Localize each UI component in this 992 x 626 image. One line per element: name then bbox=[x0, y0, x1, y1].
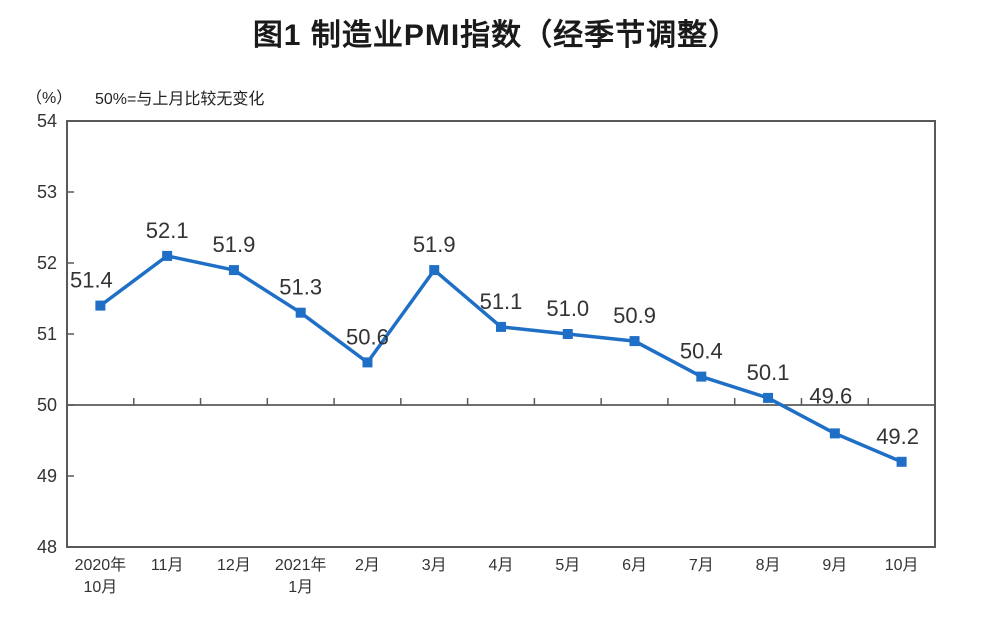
data-label: 50.1 bbox=[747, 360, 790, 385]
y-axis-tick-label: 52 bbox=[37, 253, 57, 273]
x-axis-tick-label: 6月 bbox=[622, 557, 647, 574]
data-label: 51.0 bbox=[546, 296, 589, 321]
x-axis-tick-label: 7月 bbox=[689, 557, 714, 574]
y-axis-tick-label: 49 bbox=[37, 466, 57, 486]
data-point bbox=[429, 265, 440, 276]
x-axis-tick-label: 8月 bbox=[756, 557, 781, 574]
pmi-series-line bbox=[98, 254, 904, 464]
data-label: 51.9 bbox=[413, 232, 456, 257]
data-label: 52.1 bbox=[146, 218, 189, 243]
data-point bbox=[295, 307, 306, 318]
x-axis-tick-label: 9月 bbox=[822, 557, 847, 574]
data-label: 51.1 bbox=[480, 289, 523, 314]
y-axis-tick-label: 53 bbox=[37, 182, 57, 202]
data-label: 50.9 bbox=[613, 303, 656, 328]
y-axis-tick-label: 48 bbox=[37, 537, 57, 557]
data-label: 50.4 bbox=[680, 339, 723, 364]
x-axis-tick-label: 2021年 1月 bbox=[275, 556, 327, 596]
y-axis-tick-label: 50 bbox=[37, 395, 57, 415]
data-label: 49.6 bbox=[809, 383, 852, 408]
reference-note: 50%=与上月比较无变化 bbox=[95, 91, 265, 108]
y-axis-unit-label: （%） bbox=[26, 90, 73, 107]
x-axis-tick-label: 3月 bbox=[422, 557, 447, 574]
plot-border bbox=[66, 120, 936, 548]
data-point bbox=[496, 321, 506, 332]
x-axis-tick-label: 2020年 10月 bbox=[75, 556, 127, 596]
data-label: 51.4 bbox=[70, 268, 113, 293]
data-point bbox=[829, 428, 840, 439]
x-axis-tick-label: 2月 bbox=[355, 557, 380, 574]
chart-title: 图1 制造业PMI指数（经季节调整） bbox=[252, 19, 740, 52]
y-axis-tick-label: 51 bbox=[37, 324, 57, 344]
data-label: 51.3 bbox=[279, 275, 322, 300]
data-point bbox=[95, 300, 106, 311]
data-label: 49.2 bbox=[876, 424, 919, 449]
data-point bbox=[896, 456, 907, 467]
data-point bbox=[162, 250, 173, 261]
x-axis-tick-label: 12月 bbox=[217, 557, 251, 574]
x-axis-tick-label: 11月 bbox=[151, 557, 184, 574]
x-axis-tick-label: 4月 bbox=[489, 557, 514, 574]
x-axis-tick-label: 5月 bbox=[555, 557, 580, 574]
data-point bbox=[629, 336, 640, 347]
data-point bbox=[362, 357, 373, 368]
data-label: 50.6 bbox=[346, 324, 389, 349]
y-axis-tick-label: 54 bbox=[37, 111, 57, 131]
data-point bbox=[696, 371, 707, 382]
data-point bbox=[228, 265, 239, 276]
data-point bbox=[763, 392, 774, 403]
data-point bbox=[562, 329, 573, 339]
x-axis-tick-label: 10月 bbox=[885, 557, 919, 574]
data-label: 51.9 bbox=[213, 232, 256, 257]
